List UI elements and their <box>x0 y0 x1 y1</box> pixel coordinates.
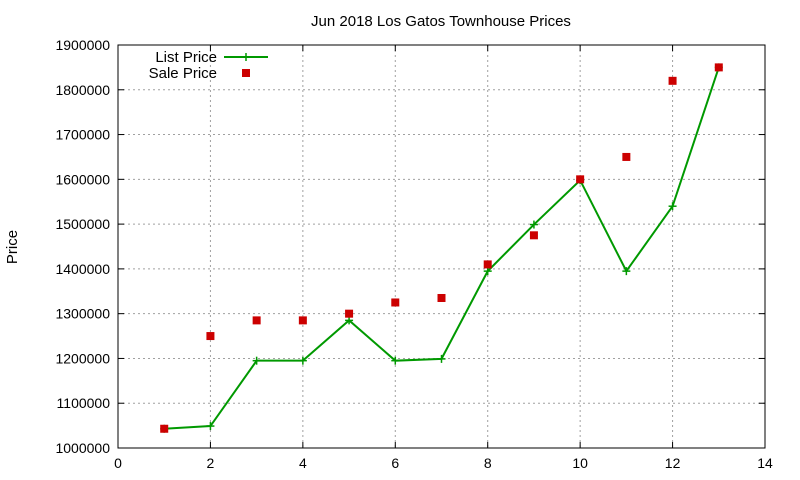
x-tick-label: 6 <box>391 455 399 471</box>
legend-label: Sale Price <box>149 65 217 82</box>
y-tick-label: 1700000 <box>55 127 110 143</box>
y-tick-label: 1800000 <box>55 82 110 98</box>
legend-label: List Price <box>155 49 217 66</box>
series-layer <box>160 63 723 433</box>
series-sale-price <box>160 63 723 433</box>
y-tick-label: 1000000 <box>55 440 110 456</box>
tick-layer: 1000000 1100000 1200000 1300000 1400000 15000… <box>55 37 773 471</box>
sale-price-point <box>160 424 169 433</box>
sale-price-point <box>298 316 307 325</box>
sale-price-point <box>483 260 492 269</box>
sale-price-point <box>437 293 446 302</box>
x-tick-label: 12 <box>665 455 681 471</box>
legend-swatch-square <box>242 69 250 77</box>
grid-layer <box>118 45 765 448</box>
y-tick-label: 1400000 <box>55 261 110 277</box>
sale-price-point <box>622 152 631 161</box>
y-tick-label: 1100000 <box>57 395 111 411</box>
chart-title: Jun 2018 Los Gatos Townhouse Prices <box>311 13 571 30</box>
x-tick-label: 4 <box>299 455 307 471</box>
sale-price-point <box>529 231 538 240</box>
x-tick-label: 14 <box>757 455 773 471</box>
y-tick-label: 1300000 <box>55 306 110 322</box>
plot-area-border <box>117 44 766 449</box>
y-tick-label: 1200000 <box>55 350 110 366</box>
y-axis-label: Price <box>4 230 21 264</box>
sale-price-point <box>345 309 354 318</box>
x-tick-label: 2 <box>207 455 215 471</box>
x-tick-label: 8 <box>484 455 492 471</box>
y-tick-label: 1500000 <box>55 216 110 232</box>
sale-price-point <box>391 298 400 307</box>
sale-price-point <box>668 76 677 85</box>
y-tick-label: 1900000 <box>55 37 110 53</box>
sale-price-point <box>206 332 215 341</box>
sale-price-point <box>252 316 261 325</box>
x-tick-label: 10 <box>572 455 588 471</box>
x-tick-label: 0 <box>114 455 122 471</box>
sale-price-point <box>576 175 585 184</box>
y-tick-label: 1600000 <box>55 171 110 187</box>
sale-price-point <box>714 63 723 72</box>
